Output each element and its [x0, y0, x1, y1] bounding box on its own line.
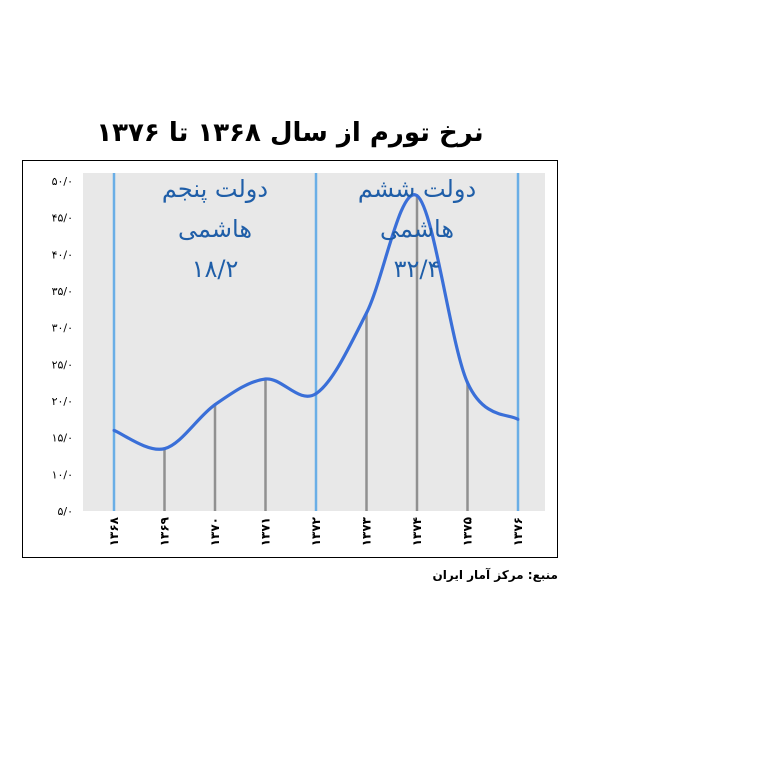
inflation-chart: ۵/۰۱۰/۰۱۵/۰۲۰/۰۲۵/۰۳۰/۰۳۵/۰۴۰/۰۴۵/۰۵۰/۰ … [52, 173, 545, 546]
chart-title: نرخ تورم از سال ۱۳۶۸ تا ۱۳۷۶ [96, 118, 484, 148]
source-note: منبع: مرکز آمار ایران [432, 568, 559, 582]
chart-frame: ۵/۰ ۱۰/۰ ۱۵/۰ ۲۰/۰ ۲۵/۰ ۳۰/۰ ۳۵/۰ ۴۰/۰ ۴۵/۰ ۵۰/۰ … [22, 160, 558, 558]
x-tick-label-4: ۱۳۷۲ [309, 516, 323, 546]
y-tick-label-3: ۲۰/۰ [52, 395, 73, 408]
data-point-3 [264, 377, 267, 381]
period-annotation-0-line-0: دولت پنجم [162, 175, 268, 203]
inflation-curve [113, 193, 519, 451]
data-point-2 [213, 403, 217, 407]
x-tick-label-8: ۱۳۷۶ [511, 517, 525, 546]
y-tick-label-7: ۴۰/۰ [52, 248, 73, 261]
x-tick-label-2: ۱۳۷۰ [208, 517, 222, 546]
y-tick-label-5: ۳۰/۰ [52, 322, 73, 335]
period-annotation-1-line-1: هاشمی [380, 215, 454, 243]
data-point-6 [415, 194, 419, 198]
period-annotation-1-line-2: ۳۲/۴ [394, 255, 441, 283]
y-tick-label-9: ۵۰/۰ [52, 175, 73, 188]
period-annotation-0-line-1: هاشمی [178, 215, 252, 243]
x-tick-label-6: ۱۳۷۴ [410, 517, 424, 546]
data-point-7 [466, 381, 469, 385]
x-tick-label-7: ۱۳۷۵ [461, 517, 475, 546]
data-point-8 [516, 417, 520, 421]
data-point-0 [112, 428, 116, 432]
x-tick-label-0: ۱۳۶۸ [107, 516, 121, 546]
x-tick-label-5: ۱۳۷۳ [360, 516, 374, 546]
y-tick-label-1: ۱۰/۰ [52, 468, 73, 481]
y-tick-label-0: ۵/۰ [57, 505, 73, 518]
y-tick-label-2: ۱۵/۰ [52, 432, 73, 445]
plot-area [83, 173, 545, 511]
y-tick-label-6: ۳۵/۰ [52, 285, 73, 298]
y-tick-label-4: ۲۵/۰ [52, 358, 73, 371]
period-annotation-0-line-2: ۱۸/۲ [192, 255, 239, 283]
data-point-4 [314, 392, 318, 396]
data-point-5 [365, 311, 368, 315]
data-point-1 [163, 447, 166, 451]
x-tick-label-1: ۱۳۶۹ [158, 516, 172, 546]
period-annotation-1-line-0: دولت ششم [358, 175, 476, 203]
y-tick-label-8: ۴۵/۰ [52, 212, 73, 225]
x-tick-label-3: ۱۳۷۱ [259, 517, 273, 546]
